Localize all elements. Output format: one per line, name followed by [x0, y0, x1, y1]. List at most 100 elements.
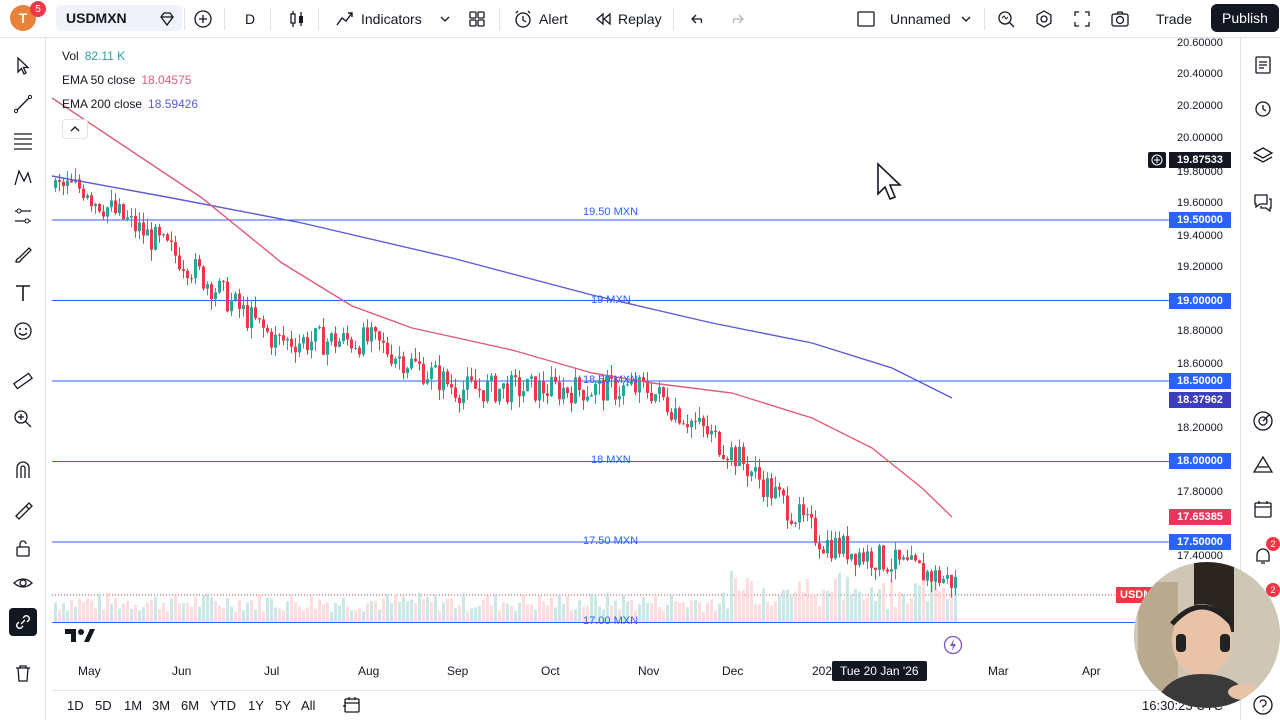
emoji-tool-icon[interactable] — [9, 317, 37, 345]
candle-body — [526, 378, 529, 392]
collapse-legend-button[interactable] — [62, 119, 88, 139]
volume-bar — [526, 603, 529, 622]
alerts-clock-icon[interactable] — [1250, 95, 1276, 121]
trash-icon[interactable] — [9, 659, 37, 687]
candle-body — [334, 333, 337, 347]
volume-bar — [406, 601, 409, 622]
range-button-1d[interactable]: 1D — [67, 698, 84, 713]
range-button-1y[interactable]: 1Y — [248, 698, 264, 713]
tradingview-logo[interactable] — [64, 626, 96, 649]
calendar-icon[interactable] — [1250, 496, 1276, 522]
eye-icon[interactable] — [9, 569, 37, 597]
interval-button[interactable]: D — [245, 0, 255, 38]
volume-bar — [610, 605, 613, 622]
candle-body — [474, 380, 477, 389]
volume-bar — [938, 591, 941, 622]
volume-bar — [874, 601, 877, 622]
stay-in-drawing-icon[interactable] — [9, 495, 37, 523]
volume-bar — [830, 592, 833, 622]
layers-icon[interactable] — [1250, 142, 1276, 168]
diamond-icon[interactable] — [158, 0, 176, 38]
add-price-plus-icon[interactable] — [1148, 152, 1166, 168]
settings-gear-icon[interactable] — [1034, 0, 1054, 38]
notifications-bell-icon[interactable] — [1250, 543, 1276, 569]
candles-icon[interactable] — [287, 0, 307, 38]
volume-bar — [374, 601, 377, 622]
indicators-button[interactable]: Indicators — [335, 0, 422, 38]
volume-bar — [262, 611, 265, 622]
layouts-grid-icon[interactable] — [468, 0, 486, 38]
replay-button[interactable]: Replay — [594, 0, 662, 38]
volume-bar — [102, 609, 105, 622]
alert-button[interactable]: Alert — [513, 0, 568, 38]
range-button-all[interactable]: All — [301, 698, 316, 713]
ruler-tool-icon[interactable] — [9, 367, 37, 395]
price-chart[interactable] — [52, 38, 1240, 688]
candle-body — [346, 333, 349, 340]
range-button-5d[interactable]: 5D — [95, 698, 112, 713]
layout-checkbox-icon[interactable] — [856, 0, 876, 38]
volume-bar — [798, 581, 801, 622]
candle-body — [694, 420, 697, 422]
volume-bar — [270, 598, 273, 622]
volume-bar — [66, 610, 69, 622]
target-icon[interactable] — [1250, 408, 1276, 434]
volume-bar — [838, 572, 841, 622]
trade-button[interactable]: Trade — [1156, 0, 1192, 38]
ema50-tag: 17.65385 — [1169, 509, 1231, 525]
chat-icon[interactable] — [1250, 189, 1276, 215]
volume-bar — [182, 603, 185, 622]
help-icon[interactable] — [1250, 692, 1276, 718]
candle-body — [750, 471, 753, 477]
forecast-tool-icon[interactable] — [9, 202, 37, 230]
layout-name-button[interactable]: Unnamed — [890, 0, 951, 38]
redo-icon[interactable] — [727, 0, 745, 38]
candle-body — [218, 280, 221, 293]
quick-search-icon[interactable] — [996, 0, 1016, 38]
zoom-in-icon[interactable] — [9, 405, 37, 433]
fib-retracement-tool-icon[interactable] — [9, 127, 37, 155]
lock-icon[interactable] — [9, 534, 37, 562]
lightning-icon[interactable] — [943, 635, 963, 660]
time-axis-tick: Oct — [541, 664, 560, 678]
volume-bar — [654, 594, 657, 622]
range-button-ytd[interactable]: YTD — [210, 698, 236, 713]
range-button-1m[interactable]: 1M — [124, 698, 143, 713]
layout-chevron-down-icon[interactable] — [961, 0, 971, 38]
candle-body — [810, 513, 813, 518]
candle-body — [510, 375, 513, 403]
pattern-tool-icon[interactable] — [9, 164, 37, 192]
publish-button[interactable]: Publish — [1211, 4, 1279, 32]
range-button-3m[interactable]: 3M — [152, 698, 171, 713]
compare-add-icon[interactable] — [193, 0, 213, 38]
volume-bar — [554, 607, 557, 622]
chevron-down-icon[interactable] — [440, 0, 450, 38]
fullscreen-icon[interactable] — [1073, 0, 1091, 38]
candle-body — [518, 377, 521, 397]
range-button-5y[interactable]: 5Y — [275, 698, 291, 713]
candle-body — [110, 200, 113, 208]
range-button-6m[interactable]: 6M — [181, 698, 200, 713]
magnet-icon[interactable] — [9, 456, 37, 484]
undo-icon[interactable] — [690, 0, 708, 38]
candle-body — [774, 486, 777, 499]
text-tool-icon[interactable] — [9, 279, 37, 307]
trendline-tool-icon[interactable] — [9, 90, 37, 118]
ideas-icon[interactable] — [1250, 452, 1276, 478]
watchlist-icon[interactable] — [1250, 52, 1276, 78]
brush-tool-icon[interactable] — [9, 241, 37, 269]
volume-bar — [158, 609, 161, 622]
volume-bar — [334, 602, 337, 622]
candle-body — [678, 408, 681, 424]
link-icon[interactable] — [9, 608, 37, 636]
cursor-tool-icon[interactable] — [9, 52, 37, 80]
volume-bar — [146, 602, 149, 622]
volume-bar — [350, 610, 353, 622]
volume-bar — [174, 592, 177, 622]
volume-bar — [434, 594, 437, 622]
candle-body — [818, 543, 821, 550]
volume-bar — [682, 602, 685, 622]
camera-icon[interactable] — [1110, 0, 1130, 38]
volume-bar — [734, 577, 737, 622]
date-range-calendar-icon[interactable] — [342, 695, 362, 718]
